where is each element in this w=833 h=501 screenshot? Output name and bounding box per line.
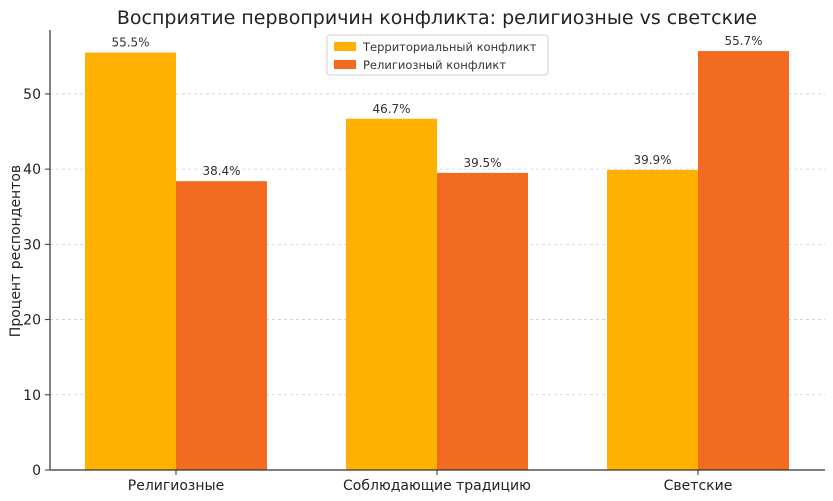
x-tick-label: Светские	[664, 478, 733, 494]
legend-swatch	[334, 42, 356, 51]
bars	[85, 51, 789, 471]
bar-religious	[698, 51, 789, 471]
axes: 0 10 20 30 40 50 Религиозные Соблюдающие традиц…	[23, 30, 825, 494]
bar-value-label: 38.4%	[202, 164, 240, 178]
x-tick-label: Соблюдающие традицию	[343, 478, 531, 494]
y-axis-label: Процент респондентов	[8, 165, 24, 337]
bar-value-label: 39.5%	[463, 156, 501, 170]
legend-label: Религиозный конфликт	[363, 58, 506, 72]
bar-territorial	[607, 169, 698, 470]
bar-value-label: 39.9%	[633, 153, 671, 167]
legend: Территориальный конфликт Религиозный конф…	[326, 34, 549, 76]
y-tick-label: 0	[32, 463, 41, 479]
bar-religious	[437, 172, 528, 470]
x-tick-label: Религиозные	[128, 478, 224, 494]
y-tick-label: 20	[23, 313, 41, 329]
bar-territorial	[85, 52, 176, 471]
y-tick-label: 50	[23, 87, 41, 103]
y-tick-label: 30	[23, 237, 41, 253]
bar-value-label: 55.5%	[111, 36, 149, 50]
bar-value-label: 55.7%	[724, 34, 762, 48]
bar-value-label: 46.7%	[372, 102, 410, 116]
legend-label: Территориальный конфликт	[362, 40, 537, 54]
chart-title: Восприятие первопричин конфликта: религи…	[117, 7, 757, 29]
data-labels: 55.5% 46.7% 39.9% 38.4% 39.5% 55.7%	[111, 34, 762, 178]
y-tick-label: 40	[23, 162, 41, 178]
legend-box	[326, 34, 549, 76]
legend-swatch	[334, 60, 356, 69]
bar-religious	[176, 181, 267, 470]
bar-territorial	[346, 118, 437, 470]
y-tick-label: 10	[23, 388, 41, 404]
